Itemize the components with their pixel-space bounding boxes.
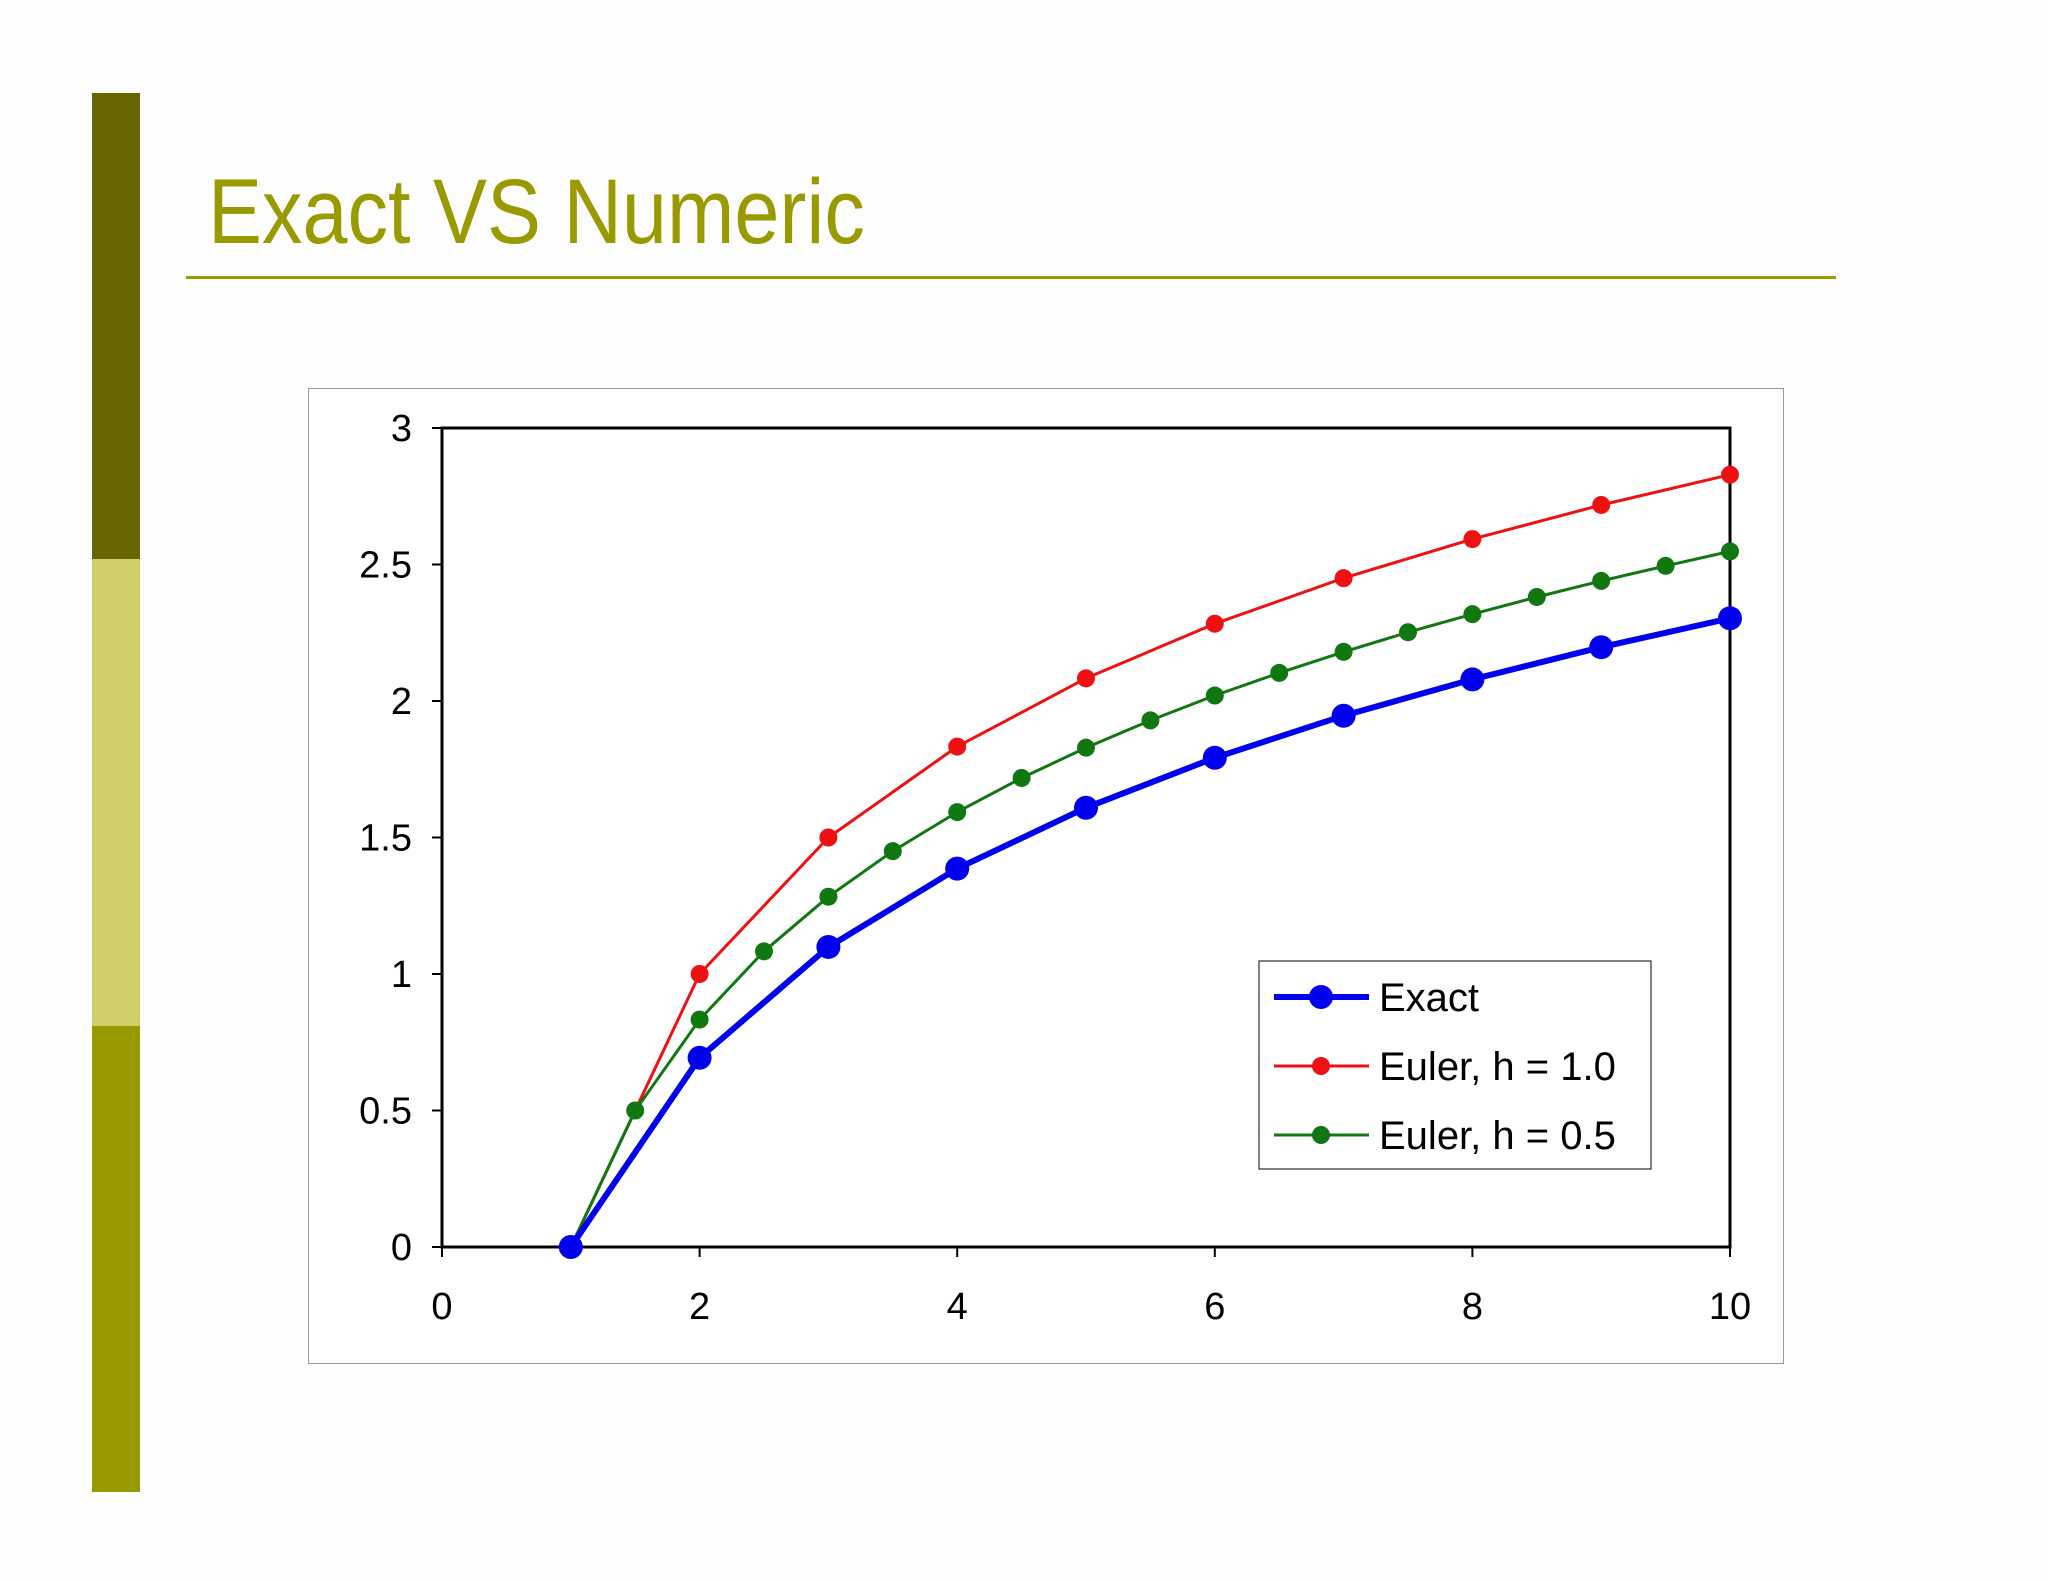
- legend-marker-3: [1312, 1126, 1330, 1144]
- series-3-point: [1399, 623, 1417, 642]
- x-tick-label: 4: [947, 1286, 968, 1328]
- x-tick-label: 6: [1204, 1286, 1225, 1328]
- series-2-line: [569, 473, 1731, 1248]
- series-1-point: [816, 934, 841, 959]
- title-underline: [186, 276, 1836, 279]
- series-2-point: [1721, 465, 1739, 484]
- series-3-point: [1721, 542, 1739, 561]
- legend-label-1: Exact: [1379, 976, 1479, 1020]
- y-tick-label: 0.5: [359, 1091, 412, 1133]
- series-2-point: [1077, 669, 1095, 688]
- series-2-point: [1463, 530, 1482, 549]
- legend-marker-1: [1309, 985, 1333, 1009]
- series-1-line: [568, 615, 1731, 1249]
- series-1-point: [945, 856, 970, 881]
- y-tick-label: 1.5: [359, 818, 412, 860]
- y-tick-label: 2.5: [359, 545, 412, 587]
- line-chart: 0 0.5 1 1.5 2 2.5 3 0 2 4 6 8 10 Exact Euler, h = 1.0 E…: [359, 408, 1751, 1328]
- series-2-point: [1592, 495, 1611, 514]
- series-3-point: [1205, 686, 1224, 705]
- series-3-point: [948, 803, 967, 822]
- side-bar-bottom: [92, 1026, 140, 1492]
- series-2-point: [690, 965, 709, 983]
- series-3-point: [1077, 738, 1095, 757]
- x-tick-label: 2: [689, 1286, 710, 1328]
- series-1-point: [558, 1235, 583, 1259]
- series-3-point: [1656, 556, 1675, 575]
- x-tick-label: 0: [431, 1286, 452, 1328]
- series-1-point: [1589, 635, 1614, 660]
- series-1-point: [1331, 703, 1356, 728]
- series-3-point: [626, 1101, 645, 1120]
- y-tick-label: 0: [391, 1227, 412, 1269]
- series-1-point: [687, 1045, 712, 1070]
- series-3-point: [1270, 663, 1289, 682]
- series-1-point: [1202, 745, 1227, 770]
- series-3-point: [883, 842, 902, 861]
- legend-label-2: Euler, h = 1.0: [1379, 1045, 1616, 1089]
- x-tick-label: 8: [1462, 1286, 1483, 1328]
- series-3-point: [1592, 571, 1611, 590]
- series-3-point: [1334, 642, 1353, 661]
- series-1-point: [1718, 606, 1742, 631]
- y-tick-label: 3: [391, 408, 412, 450]
- series-2-point: [1205, 614, 1224, 633]
- series-1-point: [1460, 667, 1485, 692]
- side-bar-middle: [92, 559, 140, 1026]
- series-3-point: [1012, 768, 1031, 787]
- chart-frame: 0 0.5 1 1.5 2 2.5 3 0 2 4 6 8 10 Exact Euler, h = 1.0 E…: [308, 388, 1784, 1364]
- series-3-point: [1463, 605, 1482, 624]
- series-3-point: [1527, 587, 1546, 606]
- series-1-point: [1074, 795, 1098, 820]
- series-2-point: [948, 737, 967, 756]
- series-3-point: [1141, 711, 1160, 730]
- slide-title: Exact VS Numeric: [208, 161, 865, 263]
- series-3-point: [819, 887, 838, 906]
- y-tick-label: 1: [391, 954, 412, 996]
- series-2-point: [819, 828, 838, 847]
- legend-marker-2: [1312, 1057, 1330, 1075]
- x-tick-label: 10: [1709, 1286, 1751, 1328]
- series-2-point: [1334, 569, 1353, 588]
- side-bar-top: [92, 93, 140, 559]
- y-tick-label: 2: [391, 681, 412, 723]
- legend-label-3: Euler, h = 0.5: [1379, 1114, 1616, 1158]
- series-3-point: [690, 1010, 709, 1029]
- series-3-point: [755, 942, 773, 961]
